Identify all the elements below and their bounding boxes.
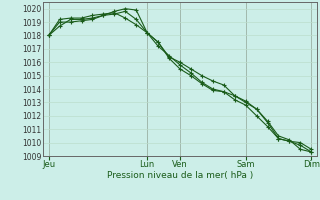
- X-axis label: Pression niveau de la mer( hPa ): Pression niveau de la mer( hPa ): [107, 171, 253, 180]
